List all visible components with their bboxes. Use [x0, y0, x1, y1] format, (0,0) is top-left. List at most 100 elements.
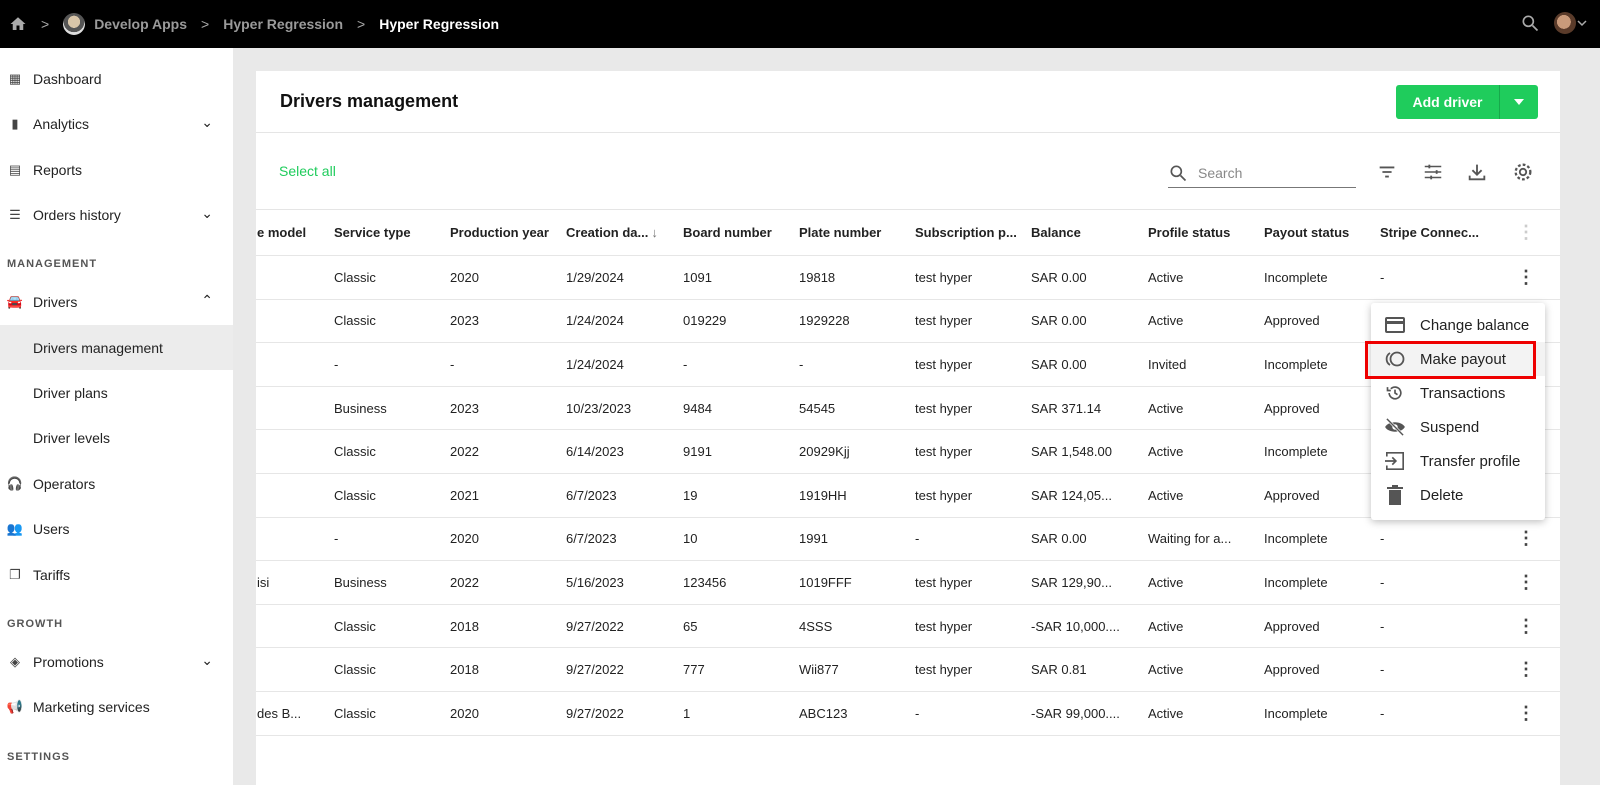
sidebar-item-users[interactable]: 👥 Users [0, 506, 233, 551]
menu-item-label: Change balance [1420, 316, 1530, 334]
cell-text: Active [1148, 487, 1184, 503]
table-row[interactable]: Classic 2018 9/27/2022 777 Wii877 test hyper S… [256, 648, 1560, 692]
menu-item-transfer-profile[interactable]: Transfer profile [1371, 444, 1545, 478]
sidebar-item-driver-levels[interactable]: Driver levels [0, 415, 233, 460]
search-icon[interactable] [1520, 13, 1540, 33]
table-row[interactable]: Classic 2022 6/14/2023 9191 20929Kjj test hyp… [256, 430, 1560, 474]
sidebar-item-analytics[interactable]: ▮ Analytics ⌄ [0, 101, 233, 146]
sidebar-item-dashboard[interactable]: ▦ Dashboard [0, 56, 233, 101]
breadcrumb-hyper-regression[interactable]: Hyper Regression [223, 16, 344, 32]
table-cell: 1919HH [799, 474, 909, 517]
table-cell: SAR 129,90... [1031, 561, 1141, 604]
table-cell: Business [334, 561, 444, 604]
column-header[interactable]: Service type [334, 210, 444, 255]
sidebar-item-operators[interactable]: 🎧 Operators [0, 461, 233, 506]
column-header[interactable]: Plate number [799, 210, 909, 255]
table-row[interactable]: Classic 2023 1/24/2024 019229 1929228 test hy… [256, 300, 1560, 344]
add-driver-dropdown[interactable] [1500, 85, 1538, 119]
column-header-label: Payout status [1264, 225, 1350, 240]
table-cell: - [1380, 256, 1480, 299]
download-icon[interactable] [1466, 161, 1488, 183]
sidebar-item-orders-history[interactable]: ☰ Orders history ⌄ [0, 192, 233, 237]
column-header-label: Balance [1031, 225, 1081, 240]
menu-item-transactions[interactable]: Transactions [1371, 376, 1545, 410]
column-menu-icon[interactable]: ⋮ [1517, 222, 1535, 242]
sidebar-item-reports[interactable]: ▤ Reports [0, 147, 233, 192]
table-cell: 6/7/2023 [566, 474, 676, 517]
cell-text: SAR 0.81 [1031, 662, 1087, 678]
sidebar-item-promotions[interactable]: ◈ Promotions ⌄ [0, 639, 233, 684]
sidebar-item-label: Tariffs [33, 566, 71, 583]
column-header-label: Production year [450, 225, 549, 240]
table-row[interactable]: - - 1/24/2024 - - test hyper SAR 0.00 Invited In… [256, 343, 1560, 387]
sort-arrow-icon[interactable]: ↓ [651, 225, 658, 240]
table-cell: Active [1148, 387, 1258, 430]
user-avatar [1554, 12, 1576, 34]
column-header[interactable]: Production year [450, 210, 560, 255]
sidebar-item-driver-plans[interactable]: Driver plans [0, 370, 233, 415]
menu-item-label: Make payout [1420, 350, 1506, 368]
column-header[interactable]: Payout status [1264, 210, 1374, 255]
column-header[interactable]: Board number [683, 210, 793, 255]
cell-text: 2021 [450, 487, 479, 503]
cell-text: -SAR 10,000.... [1031, 618, 1120, 634]
menu-item-suspend[interactable]: Suspend [1371, 410, 1545, 444]
row-actions-icon[interactable]: ⋮ [1517, 571, 1535, 592]
table-cell: 777 [683, 648, 793, 691]
table-cell: Classic [334, 648, 444, 691]
cell-text: test hyper [915, 313, 973, 329]
row-actions-icon[interactable]: ⋮ [1517, 659, 1535, 680]
menu-item-make-payout[interactable]: Make payout [1371, 342, 1545, 376]
table-cell: - [334, 518, 444, 561]
column-header[interactable]: Stripe Connec... [1380, 210, 1480, 255]
row-actions-icon[interactable]: ⋮ [1517, 702, 1535, 723]
column-header[interactable]: Profile status [1148, 210, 1258, 255]
table-cell: - [915, 692, 1025, 735]
tune-icon[interactable] [1422, 161, 1444, 183]
gear-icon[interactable] [1512, 161, 1534, 183]
table-row[interactable]: des B... Classic 2020 9/27/2022 1 ABC123 - -SAR… [256, 692, 1560, 736]
column-header[interactable]: Subscription p... [915, 210, 1025, 255]
table-cell [257, 474, 327, 517]
cell-text: SAR 0.00 [1031, 313, 1087, 329]
cell-text: test hyper [915, 444, 973, 460]
table-cell: Active [1148, 474, 1258, 517]
chevron-up-icon: ⌃ [201, 292, 213, 308]
filter-icon[interactable] [1376, 161, 1398, 183]
select-all-link[interactable]: Select all [279, 163, 336, 179]
home-icon[interactable] [9, 15, 27, 33]
table-cell: isi [257, 561, 327, 604]
menu-item-change-balance[interactable]: Change balance [1371, 308, 1545, 342]
table-row[interactable]: Classic 2018 9/27/2022 65 4SSS test hyper -SAR… [256, 605, 1560, 649]
table-row[interactable]: Classic 2020 1/29/2024 1091 19818 test hyper S… [256, 256, 1560, 300]
table-cell: 2022 [450, 430, 560, 473]
sidebar-item-label: Drivers management [33, 339, 163, 356]
table-row[interactable]: - 2020 6/7/2023 10 1991 - SAR 0.00 Waiting for … [256, 518, 1560, 562]
menu-item-label: Delete [1420, 486, 1464, 504]
table-row[interactable]: Classic 2021 6/7/2023 19 1919HH test hyper SAR… [256, 474, 1560, 518]
row-actions-icon[interactable]: ⋮ [1517, 528, 1535, 549]
sidebar-item-marketing-services[interactable]: 📢 Marketing services [0, 684, 233, 729]
breadcrumb-develop-apps[interactable]: Develop Apps [94, 16, 188, 32]
column-header[interactable]: Creation da... ↓ [566, 210, 676, 255]
table-row[interactable]: Business 2023 10/23/2023 9484 54545 test hype… [256, 387, 1560, 431]
search-icon [1170, 165, 1187, 181]
add-driver-button[interactable]: Add driver [1396, 85, 1500, 119]
column-header-label: Profile status [1148, 225, 1231, 240]
sidebar-item-tariffs[interactable]: ❐ Tariffs [0, 552, 233, 597]
chevron-right-icon: > [41, 16, 50, 32]
row-actions-icon[interactable]: ⋮ [1517, 615, 1535, 636]
user-menu[interactable] [1554, 12, 1588, 34]
table-cell: - [1380, 692, 1480, 735]
table-cell: SAR 0.00 [1031, 343, 1141, 386]
menu-item-delete[interactable]: Delete [1371, 478, 1545, 512]
search-input[interactable]: Search [1168, 158, 1356, 188]
sidebar-item-drivers[interactable]: 🚘 Drivers ⌃ [0, 279, 233, 324]
sidebar-item-drivers-management[interactable]: Drivers management [0, 325, 233, 370]
table-row[interactable]: isi Business 2022 5/16/2023 123456 1019FFF tes… [256, 561, 1560, 605]
cell-text: - [915, 531, 920, 547]
column-header[interactable]: e model [257, 210, 327, 255]
cell-text: 9/27/2022 [566, 662, 624, 678]
row-actions-icon[interactable]: ⋮ [1517, 266, 1535, 287]
column-header[interactable]: Balance [1031, 210, 1141, 255]
